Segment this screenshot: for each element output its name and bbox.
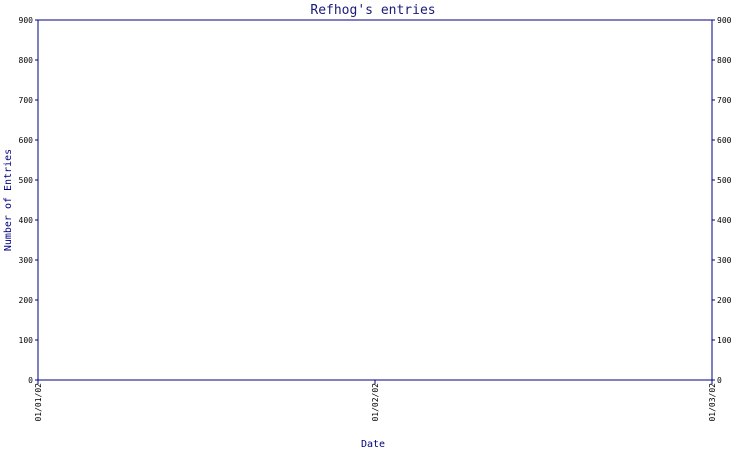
y-tick-label-left: 400 (19, 216, 34, 225)
y-tick-label-right: 700 (717, 96, 732, 105)
x-tick-label: 01/02/02 (371, 383, 380, 422)
y-tick-label-left: 500 (19, 176, 34, 185)
y-tick-label-right: 0 (717, 376, 722, 385)
y-tick-label-right: 100 (717, 336, 732, 345)
x-axis: 01/01/02 01/02/02 01/03/02 (34, 380, 717, 422)
y-tick-label-right: 600 (717, 136, 732, 145)
y-tick-label-right: 400 (717, 216, 732, 225)
y-tick-label-left: 0 (28, 376, 33, 385)
chart-title: Refhog's entries (310, 3, 435, 18)
y-axis-left: 0 100 200 300 400 500 600 700 800 900 (19, 16, 38, 385)
y-tick-label-left: 200 (19, 296, 34, 305)
y-tick-label-right: 900 (717, 16, 732, 25)
y-tick-label-left: 700 (19, 96, 34, 105)
y-tick-label-right: 300 (717, 256, 732, 265)
y-axis-right: 0 100 200 300 400 500 600 700 800 900 (712, 16, 732, 385)
y-axis-label: Number of Entries (3, 149, 14, 251)
x-tick-label: 01/03/02 (708, 383, 717, 422)
y-tick-label-left: 100 (19, 336, 34, 345)
y-tick-label-left: 900 (19, 16, 34, 25)
y-tick-label-left: 800 (19, 56, 34, 65)
y-tick-label-right: 800 (717, 56, 732, 65)
plot-frame (37, 19, 713, 381)
y-tick-label-right: 200 (717, 296, 732, 305)
y-tick-label-right: 500 (717, 176, 732, 185)
x-axis-label: Date (361, 439, 385, 450)
x-tick-label: 01/01/02 (34, 383, 43, 422)
y-tick-label-left: 300 (19, 256, 34, 265)
y-tick-label-left: 600 (19, 136, 34, 145)
